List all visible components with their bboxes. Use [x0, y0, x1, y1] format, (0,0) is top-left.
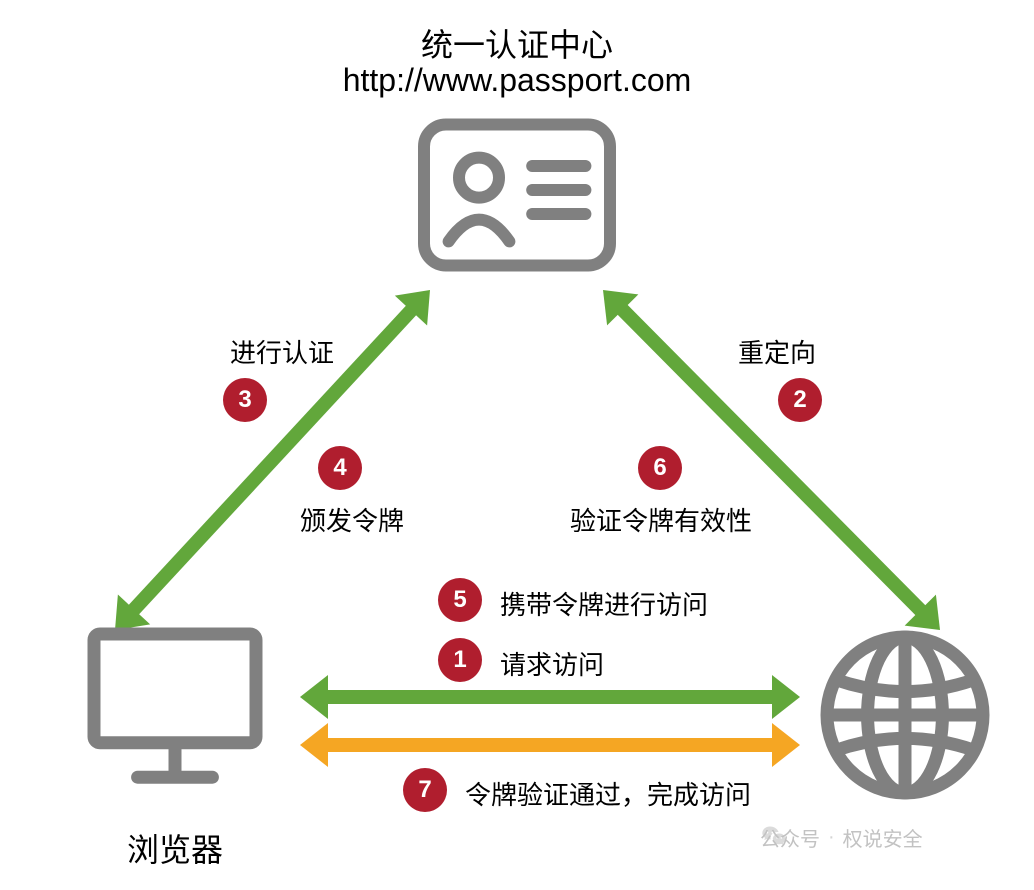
arrowhead — [300, 723, 328, 767]
step-label-2: 重定向 — [738, 333, 816, 370]
step-label-3: 进行认证 — [230, 333, 334, 370]
watermark: 公众号 · 权说安全 — [760, 823, 923, 852]
step-label-5: 携带令牌进行访问 — [500, 585, 708, 622]
step-badge-7: 7 — [403, 768, 447, 812]
globe-icon — [827, 637, 983, 793]
step-badge-3: 3 — [223, 378, 267, 422]
step-label-4: 颁发令牌 — [300, 501, 404, 538]
arrowhead — [772, 723, 800, 767]
watermark-text: 权说安全 — [843, 823, 923, 852]
step-badge-2: 2 — [778, 378, 822, 422]
step-label-7: 令牌验证通过，完成访问 — [465, 775, 751, 812]
step-badge-4: 4 — [318, 446, 362, 490]
diagram-canvas: 统一认证中心 http://www.passport.com 浏览器 1请求访问… — [0, 0, 1034, 890]
monitor-icon — [94, 634, 256, 777]
watermark-dot: · — [828, 826, 835, 849]
browser-label: 浏览器 — [75, 825, 275, 871]
step-badge-5: 5 — [438, 578, 482, 622]
step-label-1: 请求访问 — [500, 645, 604, 682]
wechat-icon — [760, 823, 788, 851]
step-badge-1: 1 — [438, 638, 482, 682]
arrowhead — [772, 675, 800, 719]
arrowhead — [300, 675, 328, 719]
step-badge-6: 6 — [638, 446, 682, 490]
step-label-6: 验证令牌有效性 — [570, 501, 752, 538]
svg-layer — [0, 0, 1034, 890]
id-card-icon — [424, 125, 610, 266]
